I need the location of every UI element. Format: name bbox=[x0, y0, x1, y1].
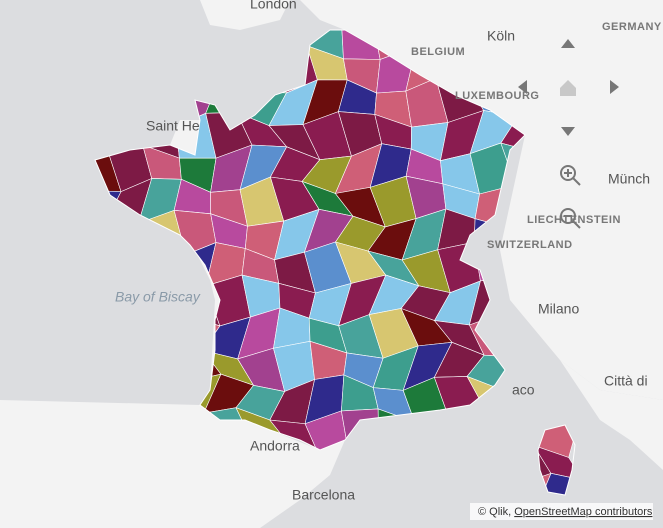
department bbox=[532, 444, 575, 481]
place-label: BELGIUM bbox=[411, 46, 465, 58]
place-label: Münch bbox=[608, 171, 650, 187]
place-label: Saint He bbox=[146, 118, 200, 134]
place-label: Barcelona bbox=[292, 487, 355, 503]
attribution-prefix: © Qlik, bbox=[478, 506, 511, 518]
place-label: SWITZERLAND bbox=[487, 239, 573, 251]
home[interactable] bbox=[560, 80, 576, 96]
land-europe bbox=[300, 0, 663, 400]
place-label: aco bbox=[512, 382, 535, 398]
attribution-link[interactable]: OpenStreetMap contributors bbox=[514, 506, 653, 518]
pan-right[interactable] bbox=[610, 80, 619, 94]
zoom-in[interactable] bbox=[560, 165, 581, 186]
land-spain bbox=[0, 400, 345, 528]
land-england bbox=[200, 0, 290, 30]
attribution-text: © Qlik, OpenStreetMap contributors bbox=[478, 506, 653, 518]
place-labels: London Köln BELGIUM LUXEMBOURG GERMANY Saint … bbox=[115, 0, 662, 503]
zoom-out[interactable] bbox=[560, 208, 581, 229]
place-label: Köln bbox=[487, 28, 515, 44]
attribution-bg bbox=[470, 503, 653, 520]
place-label: Milano bbox=[538, 301, 579, 317]
place-label: Andorra bbox=[250, 438, 300, 454]
place-label: London bbox=[250, 0, 297, 12]
place-label: LUXEMBOURG bbox=[455, 90, 539, 102]
place-label: Bay of Biscay bbox=[115, 289, 201, 305]
land-italy bbox=[560, 360, 663, 470]
place-label: Città di bbox=[604, 373, 648, 389]
navigation bbox=[518, 39, 619, 229]
pan-down[interactable] bbox=[561, 127, 575, 136]
pan-up[interactable] bbox=[561, 39, 575, 48]
pan-left[interactable] bbox=[518, 80, 527, 94]
place-label: GERMANY bbox=[602, 21, 662, 33]
